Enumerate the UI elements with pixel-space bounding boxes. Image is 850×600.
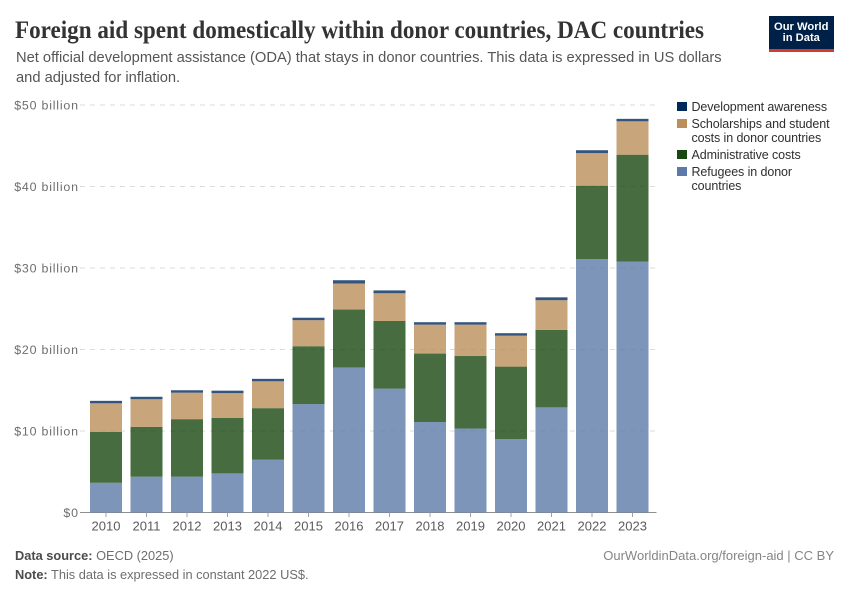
svg-text:2019: 2019: [456, 519, 485, 534]
svg-text:2013: 2013: [213, 519, 242, 534]
svg-text:$50 billion: $50 billion: [14, 98, 79, 112]
svg-text:2021: 2021: [537, 519, 566, 534]
svg-text:$10 billion: $10 billion: [14, 424, 79, 438]
svg-text:2020: 2020: [497, 519, 526, 534]
svg-text:$0: $0: [63, 506, 78, 520]
svg-text:2012: 2012: [173, 519, 202, 534]
svg-text:$30 billion: $30 billion: [14, 261, 79, 275]
svg-text:2017: 2017: [375, 519, 404, 534]
svg-text:2011: 2011: [133, 519, 161, 534]
svg-text:2010: 2010: [92, 519, 121, 534]
svg-text:2016: 2016: [335, 519, 364, 534]
svg-text:2018: 2018: [416, 519, 445, 534]
svg-text:2023: 2023: [618, 519, 647, 534]
svg-text:$40 billion: $40 billion: [14, 180, 79, 194]
svg-text:2015: 2015: [294, 519, 323, 534]
svg-text:2014: 2014: [254, 519, 283, 534]
svg-text:$20 billion: $20 billion: [14, 343, 79, 357]
svg-text:2022: 2022: [578, 519, 607, 534]
